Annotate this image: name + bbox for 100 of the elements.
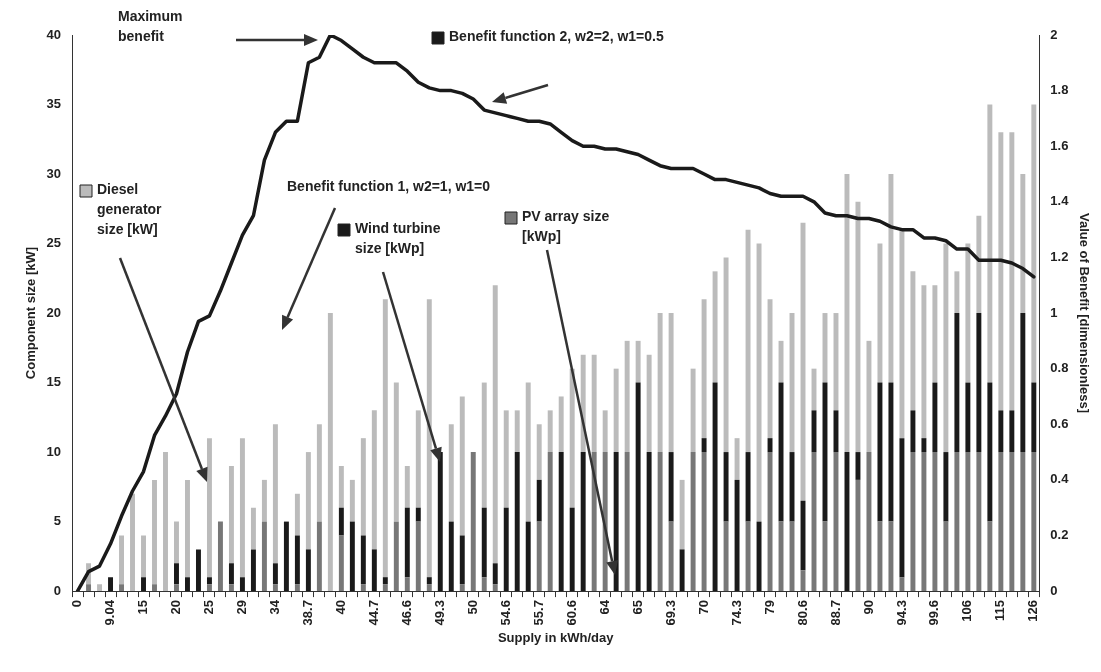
y-tick-label: 0 bbox=[53, 582, 62, 598]
bar bbox=[943, 452, 949, 522]
x-tick-label: 0 bbox=[69, 600, 85, 608]
x-tick-label: 64 bbox=[596, 599, 612, 615]
bar bbox=[382, 299, 388, 578]
y-tick-label: 40 bbox=[46, 26, 62, 42]
bar bbox=[921, 452, 927, 592]
bar bbox=[866, 340, 872, 453]
bar bbox=[723, 521, 729, 592]
bar bbox=[1009, 452, 1015, 592]
bar bbox=[250, 507, 256, 550]
bar bbox=[404, 577, 410, 592]
bar bbox=[998, 452, 1004, 592]
bar bbox=[217, 521, 223, 592]
bar bbox=[591, 354, 597, 453]
bar bbox=[1009, 132, 1015, 411]
bar bbox=[174, 521, 179, 564]
bar bbox=[108, 577, 113, 592]
x-tick-label: 44.7 bbox=[365, 600, 381, 626]
bar bbox=[921, 438, 927, 453]
x-tick-label: 65 bbox=[629, 600, 645, 615]
bar bbox=[503, 410, 509, 508]
bar bbox=[701, 452, 707, 592]
x-tick-label: 25 bbox=[201, 600, 217, 615]
bar bbox=[481, 577, 487, 592]
bar bbox=[360, 535, 366, 585]
bar bbox=[943, 521, 949, 592]
bar bbox=[316, 521, 322, 592]
bar bbox=[261, 479, 267, 522]
bar bbox=[646, 354, 652, 453]
bar bbox=[569, 507, 575, 592]
bar bbox=[338, 465, 344, 508]
bar bbox=[174, 584, 179, 592]
bar bbox=[492, 584, 498, 592]
bar bbox=[668, 452, 674, 522]
bar bbox=[185, 479, 190, 578]
bar bbox=[327, 313, 333, 592]
bar bbox=[558, 396, 564, 453]
bar bbox=[547, 452, 553, 592]
bar bbox=[668, 521, 674, 592]
bar bbox=[206, 577, 212, 585]
x-tick-label: 74.3 bbox=[728, 600, 744, 626]
bar bbox=[228, 465, 234, 564]
bar bbox=[459, 535, 465, 585]
bar bbox=[899, 577, 905, 592]
bar bbox=[272, 563, 278, 585]
bar bbox=[668, 313, 674, 453]
bar bbox=[492, 563, 498, 585]
bar bbox=[459, 584, 465, 592]
bar bbox=[613, 368, 619, 453]
x-tick-label: 69.3 bbox=[662, 600, 678, 626]
bar bbox=[712, 271, 718, 383]
bar bbox=[987, 104, 993, 383]
bar bbox=[294, 584, 300, 592]
bar bbox=[1020, 313, 1026, 453]
bar bbox=[404, 507, 410, 578]
bar bbox=[1031, 382, 1037, 453]
x-tick-label: 99.6 bbox=[926, 600, 942, 626]
bar bbox=[119, 584, 124, 592]
bar bbox=[932, 382, 938, 453]
x-tick-label: 54.6 bbox=[497, 600, 513, 626]
x-tick-label: 20 bbox=[168, 600, 184, 615]
bar bbox=[888, 521, 894, 592]
bar bbox=[998, 132, 1004, 411]
bar bbox=[635, 382, 641, 592]
bar bbox=[624, 340, 630, 453]
bar bbox=[338, 507, 344, 536]
y2-tick-label: 0 bbox=[1050, 582, 1058, 598]
bar bbox=[415, 410, 421, 508]
x-tick-label: 55.7 bbox=[530, 600, 546, 626]
legend-label: Wind turbine size [kWp] bbox=[355, 219, 441, 256]
annotation: Maximum benefit bbox=[118, 7, 183, 44]
bar bbox=[338, 535, 344, 592]
bar bbox=[514, 452, 520, 592]
bar bbox=[316, 424, 322, 522]
bar bbox=[701, 438, 707, 453]
bar bbox=[305, 549, 311, 592]
y2-tick-label: 0.6 bbox=[1050, 415, 1069, 431]
x-tick-label: 94.3 bbox=[893, 600, 909, 626]
bar bbox=[987, 382, 993, 522]
bar bbox=[239, 577, 245, 592]
x-tick-label: 40 bbox=[332, 600, 348, 615]
bar bbox=[239, 438, 245, 578]
bar bbox=[932, 285, 938, 383]
x-tick-label: 34 bbox=[266, 599, 282, 615]
bar bbox=[294, 535, 300, 585]
bar bbox=[228, 563, 234, 585]
bar bbox=[514, 410, 520, 453]
bar bbox=[1009, 410, 1015, 453]
bar bbox=[261, 521, 267, 592]
bar bbox=[954, 452, 960, 592]
bar bbox=[294, 493, 300, 536]
bar bbox=[195, 549, 201, 592]
bar bbox=[976, 313, 982, 453]
bar bbox=[426, 299, 432, 578]
bar bbox=[745, 229, 751, 453]
bar bbox=[899, 438, 905, 578]
y2-axis-title: Value of Benefit [dimensionless] bbox=[1076, 212, 1092, 414]
bar bbox=[646, 452, 652, 592]
bar bbox=[360, 438, 366, 536]
